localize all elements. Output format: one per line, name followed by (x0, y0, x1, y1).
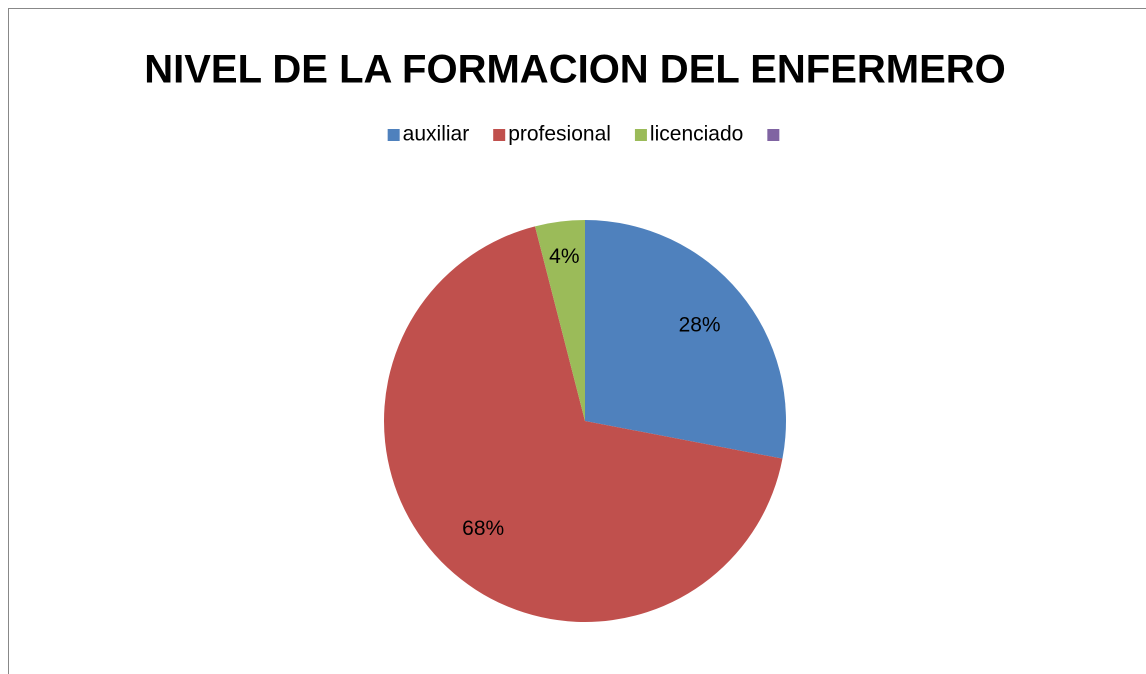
legend-label: auxiliar (403, 123, 470, 146)
legend-label: licenciado (650, 123, 743, 146)
pie-slice (384, 226, 783, 622)
chart-title: NIVEL DE LA FORMACION DEL ENFERMERO (144, 48, 1006, 92)
data-label: 4% (549, 245, 579, 268)
legend-swatch (634, 129, 647, 141)
chart-border (8, 8, 1146, 674)
data-label: 28% (679, 314, 721, 337)
data-label: 68% (462, 517, 504, 540)
legend-label: profesional (508, 123, 611, 146)
legend: auxiliar profesional licenciado (387, 123, 780, 146)
legend-swatch (767, 129, 780, 141)
legend-swatch (493, 129, 506, 141)
legend-swatch (387, 129, 400, 141)
pie-slice (535, 220, 585, 421)
pie-slice (585, 220, 787, 459)
